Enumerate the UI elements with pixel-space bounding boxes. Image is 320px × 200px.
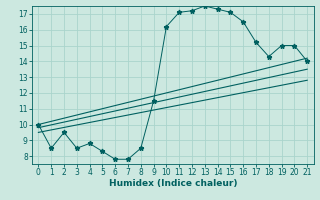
- X-axis label: Humidex (Indice chaleur): Humidex (Indice chaleur): [108, 179, 237, 188]
